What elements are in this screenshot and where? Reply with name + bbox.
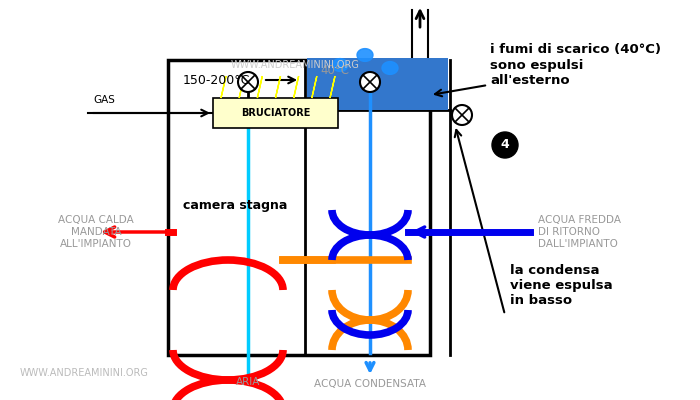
Text: camera stagna: camera stagna (183, 198, 288, 212)
Polygon shape (294, 76, 299, 98)
Text: 150-200°C: 150-200°C (183, 74, 251, 86)
Text: ACQUA FREDDA
DI RITORNO
DALL'IMPIANTO: ACQUA FREDDA DI RITORNO DALL'IMPIANTO (538, 215, 621, 248)
Circle shape (492, 132, 518, 158)
Polygon shape (258, 76, 262, 98)
Polygon shape (357, 49, 373, 61)
Bar (307, 58, 448, 110)
Text: ACQUA CALDA
MANDATA
ALL'IMPIANTO: ACQUA CALDA MANDATA ALL'IMPIANTO (58, 215, 134, 248)
Polygon shape (239, 76, 244, 98)
Circle shape (452, 105, 472, 125)
Bar (213, 98, 338, 128)
Circle shape (238, 72, 258, 92)
Text: ACQUA CONDENSATA: ACQUA CONDENSATA (314, 379, 426, 389)
Text: FUMI DI SCARICO: FUMI DI SCARICO (375, 0, 465, 2)
Text: 40°C: 40°C (320, 64, 349, 76)
Text: i fumi di scarico (40°C)
sono espulsi
all'esterno: i fumi di scarico (40°C) sono espulsi al… (490, 44, 661, 86)
Bar (168, 60, 430, 355)
Circle shape (360, 72, 380, 92)
Text: la condensa
viene espulsa
in basso: la condensa viene espulsa in basso (510, 264, 612, 306)
Text: GAS: GAS (93, 95, 115, 105)
Text: BRUCIATORE: BRUCIATORE (241, 108, 310, 118)
Polygon shape (221, 76, 226, 98)
Polygon shape (382, 62, 398, 74)
Text: ARIA: ARIA (236, 377, 260, 387)
Polygon shape (330, 76, 335, 98)
Text: WWW.ANDREAMININI.ORG: WWW.ANDREAMININI.ORG (230, 60, 359, 70)
Polygon shape (332, 59, 348, 71)
Text: 4: 4 (500, 138, 510, 152)
Polygon shape (312, 76, 317, 98)
Text: WWW.ANDREAMININI.ORG: WWW.ANDREAMININI.ORG (20, 368, 149, 378)
Polygon shape (276, 76, 281, 98)
